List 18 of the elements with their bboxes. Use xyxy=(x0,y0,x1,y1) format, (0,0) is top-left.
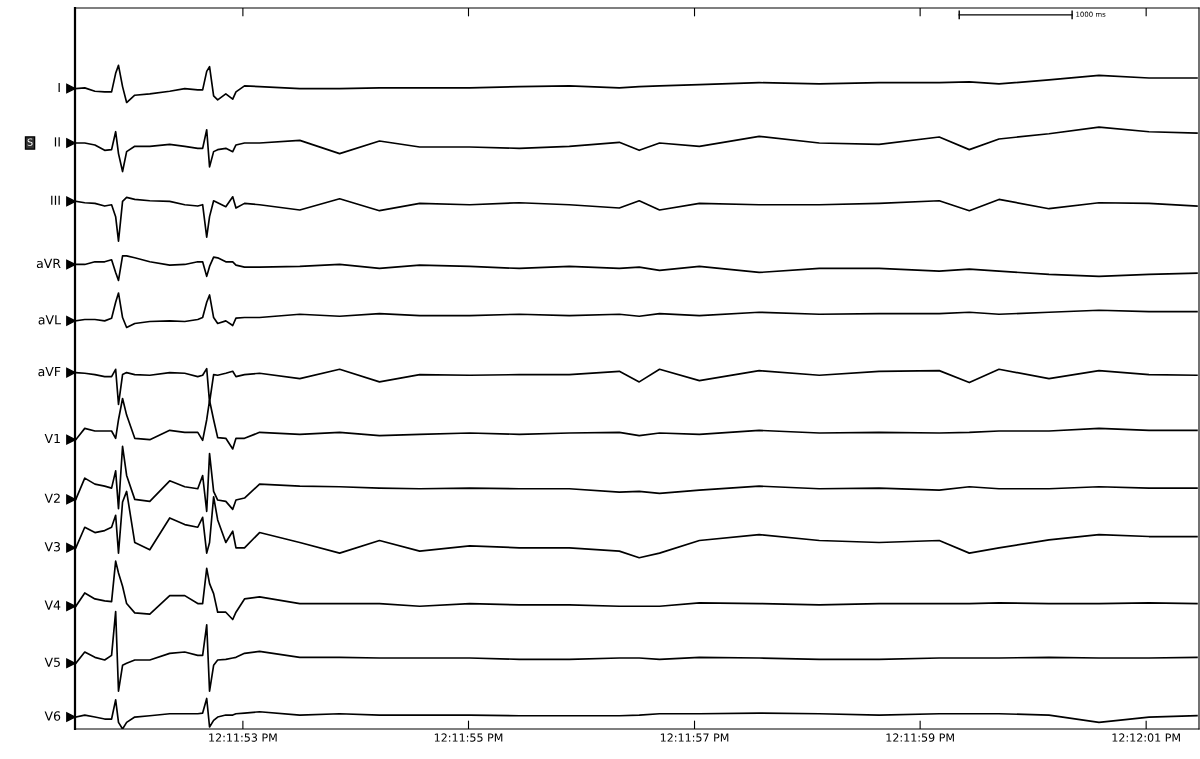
legend-label: V3 xyxy=(44,542,61,552)
legend-label: V2 xyxy=(44,493,60,503)
legend-label: aVR xyxy=(36,258,61,269)
x-tick-label: 12:11:59 PM xyxy=(886,733,954,742)
x-tick-label: 12:11:53 PM xyxy=(209,733,277,742)
legend-label: V1 xyxy=(44,433,60,444)
legend-label: aVF xyxy=(38,366,61,377)
legend-label: V5 xyxy=(44,657,60,667)
legend-label: I xyxy=(58,82,60,93)
legend-label: II xyxy=(54,137,60,147)
legend-label: III xyxy=(51,195,60,205)
x-tick-label: 12:11:57 PM xyxy=(660,733,729,742)
legend-label: V6 xyxy=(44,711,61,721)
legend-label: aVL xyxy=(38,315,61,325)
text: S xyxy=(27,138,33,146)
x-tick-label: 12:12:01 PM xyxy=(1112,733,1180,742)
legend-label: V4 xyxy=(44,600,61,610)
x-tick-label: 12:11:55 PM xyxy=(434,733,503,742)
